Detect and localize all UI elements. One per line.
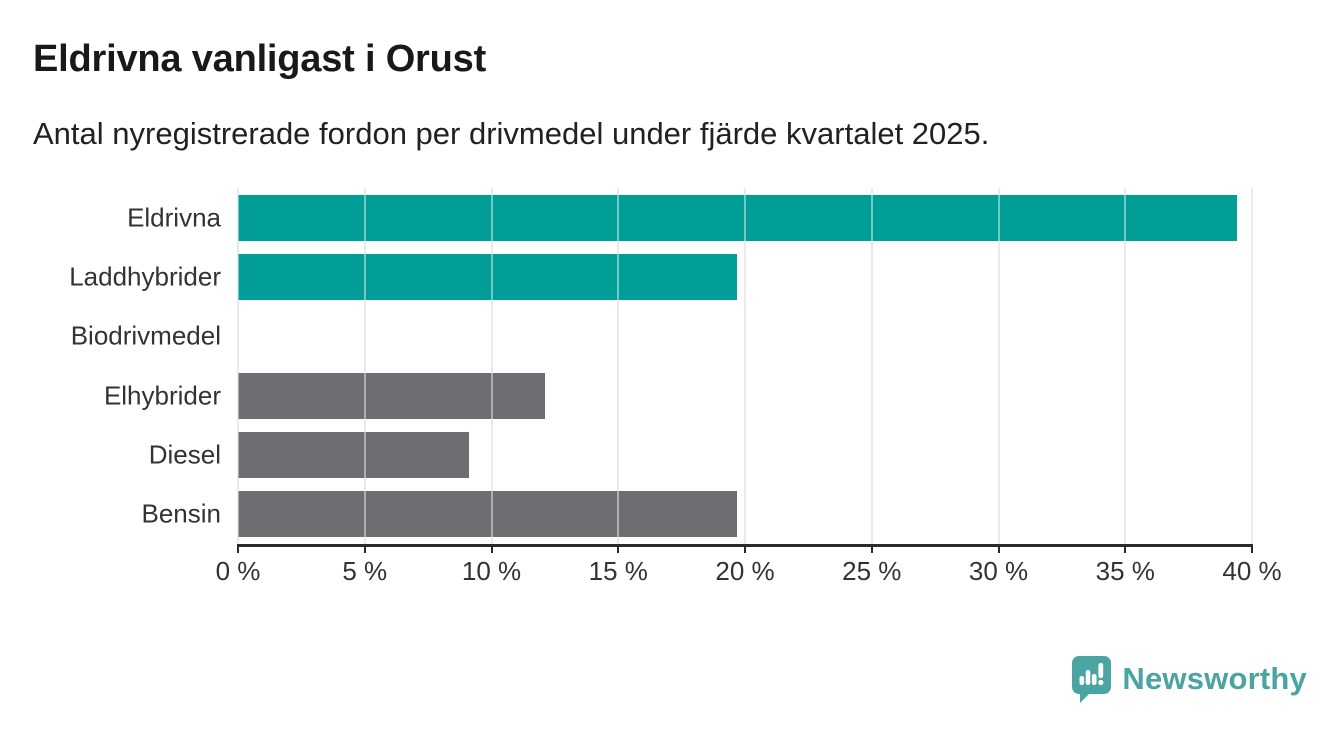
- gridline: [870, 188, 873, 544]
- gridline: [1124, 188, 1127, 544]
- x-axis-tick-label: 20 %: [715, 556, 775, 586]
- newsworthy-logo-text: Newsworthy: [1122, 661, 1307, 696]
- bar-row: Laddhybrider: [69, 247, 1252, 306]
- gridline: [363, 188, 366, 544]
- category-label: Eldrivna: [127, 202, 221, 233]
- gridline: [744, 188, 746, 544]
- category-label: Elhybrider: [103, 380, 221, 411]
- x-axis-tick: [870, 544, 873, 553]
- x-axis-tick-label: 35 %: [1095, 556, 1155, 586]
- gridline: [1124, 188, 1127, 544]
- gridline: [744, 188, 746, 544]
- gridline: [617, 188, 620, 544]
- category-label: Bensin: [141, 498, 222, 529]
- bar-elhybrider: [238, 372, 545, 419]
- gridline: [1251, 188, 1253, 544]
- bar-row: Bensin: [142, 485, 1252, 544]
- category-label: Biodrivmedel: [70, 320, 221, 351]
- bar-diesel: [238, 431, 469, 478]
- gridline: [363, 188, 366, 544]
- category-label: Diesel: [148, 439, 221, 470]
- newsworthy-logo: Newsworthy: [1071, 655, 1307, 703]
- bar-eldrivna: [238, 194, 1237, 241]
- gridline: [490, 188, 493, 544]
- gridline: [997, 188, 1000, 544]
- x-axis-tick-label: 25 %: [842, 556, 902, 586]
- x-axis-tick-label: 40 %: [1222, 556, 1282, 586]
- gridline: [617, 188, 620, 544]
- bar-bensin: [238, 491, 738, 538]
- x-axis-tick-label: 30 %: [968, 556, 1029, 586]
- bar-row: Diesel: [149, 425, 1252, 484]
- gridline: [1251, 188, 1253, 544]
- x-axis-tick: [237, 544, 239, 553]
- gridline: [237, 188, 239, 544]
- x-axis-tick: [490, 544, 493, 553]
- bar-row: Elhybrider: [104, 366, 1252, 425]
- gridline: [997, 188, 1000, 544]
- gridline: [237, 188, 239, 544]
- x-axis-tick-label: 10 %: [461, 556, 522, 586]
- x-axis-tick-label: 15 %: [588, 556, 648, 586]
- newsworthy-logo-icon: [1072, 656, 1112, 703]
- gridline: [870, 188, 873, 544]
- x-axis-tick: [744, 544, 746, 553]
- x-axis-tick: [1251, 544, 1253, 553]
- bar-laddhybrider: [238, 253, 738, 300]
- bar-chart-plot: Eldrivna Laddhybrider Biodrivmedel Elhybrid…: [69, 188, 1282, 586]
- x-axis-tick: [1124, 544, 1127, 553]
- x-axis-tick: [617, 544, 620, 553]
- gridline: [490, 188, 493, 544]
- x-axis-tick: [363, 544, 366, 553]
- chart-subtitle: Antal nyregistrerade fordon per drivmede…: [33, 116, 990, 151]
- chart-title: Eldrivna vanligast i Orust: [33, 38, 487, 80]
- x-axis-tick-label: 5 %: [342, 556, 388, 586]
- x-axis-tick: [997, 544, 1000, 553]
- bar-row: Eldrivna: [127, 188, 1252, 247]
- bar-rows: Eldrivna Laddhybrider Biodrivmedel Elhybrid…: [69, 188, 1252, 544]
- bar-row: Biodrivmedel: [71, 307, 1252, 366]
- x-axis-tick-label: 0 %: [215, 556, 261, 586]
- category-label: Laddhybrider: [69, 261, 221, 292]
